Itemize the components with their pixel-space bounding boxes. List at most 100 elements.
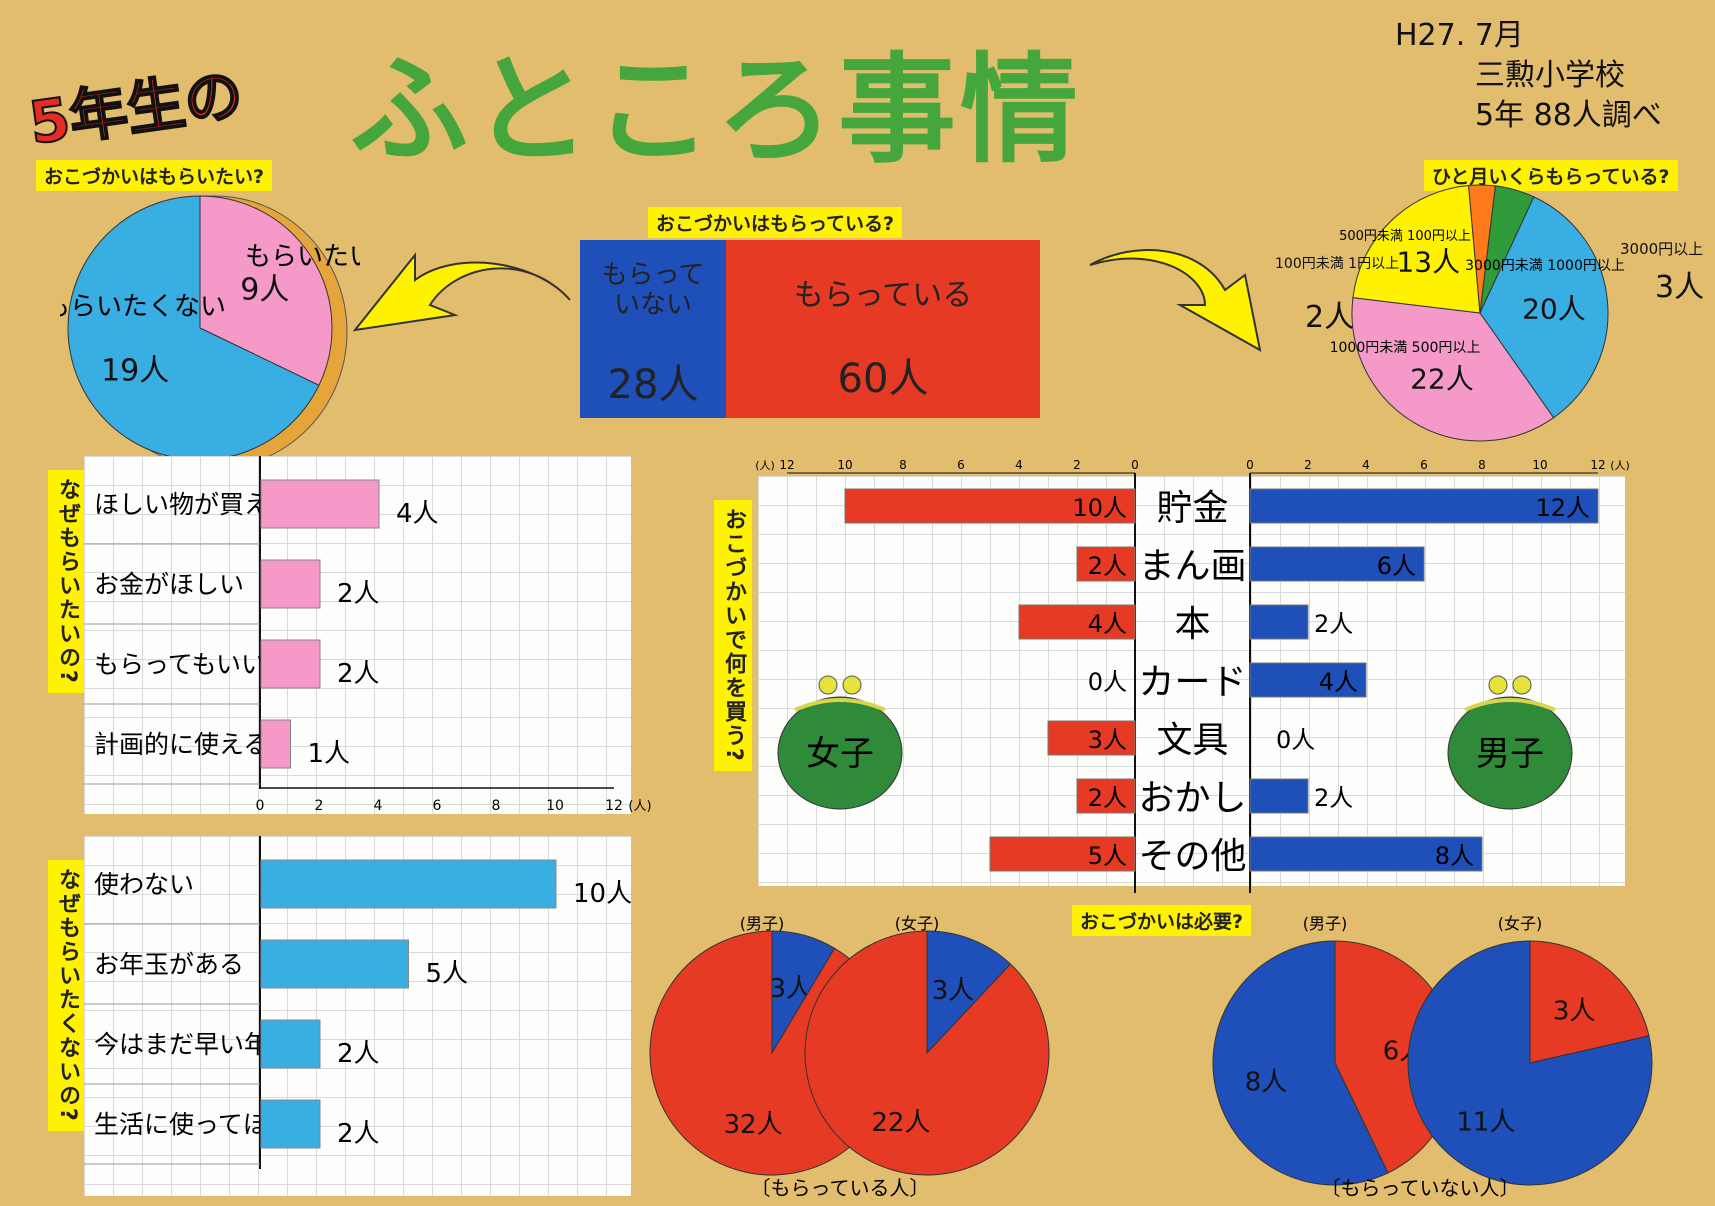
need-not-receiving-slice: [1212, 940, 1389, 1186]
why-want-bar: [260, 479, 380, 529]
need-receiving-slice: [926, 930, 1012, 1055]
why-not-category-label: 使わない: [94, 870, 194, 899]
why-not-value-label: 10人: [573, 879, 632, 909]
spend-category-label: 貯金: [1156, 488, 1228, 529]
spend-left-tick-label: 12: [779, 458, 794, 472]
amount-pie-chart: 20人 22人 13人 3000円未満 1000円以上 1000円未満 500円以上 50…: [1330, 184, 1625, 442]
need-receiving-value-label: 3人: [932, 976, 975, 1006]
why-want-bar: [260, 559, 321, 609]
amount-1000-lt-name: 1000円未満 500円以上: [1330, 340, 1481, 356]
spend-left-tick-label: 10: [837, 458, 852, 472]
amount-slice: [1479, 196, 1609, 419]
why-not-bar: [260, 1019, 321, 1069]
spend-category-label: カード: [1138, 662, 1246, 703]
spend-boys-bar: [1249, 836, 1483, 872]
why-want-tick-label: 10: [546, 798, 564, 814]
spend-boys-value-label: 2人: [1314, 784, 1353, 812]
amount-value-label: 20人: [1522, 292, 1586, 325]
spend-boys-bar: [1249, 778, 1309, 814]
bar-receiving: もらっている 60人: [726, 240, 1040, 418]
spend-boys-value-label: 4人: [1319, 668, 1358, 696]
boys-legend-label: 男子: [1476, 734, 1544, 774]
bar-not-receiving: もらって いない 28人: [580, 240, 726, 418]
spend-girls-value-label: 0人: [1088, 668, 1127, 696]
spend-right-tick-label: 0: [1246, 458, 1254, 472]
spend-boys-value-label: 6人: [1377, 552, 1416, 580]
spend-right-tick-label: 8: [1478, 458, 1486, 472]
spend-left-tick-label: 8: [899, 458, 907, 472]
spend-girls-value-label: 4人: [1088, 610, 1127, 638]
why-not-value-label: 2人: [337, 1119, 380, 1149]
amount-value-label: 13人: [1396, 246, 1460, 279]
spend-girls-bar: [1018, 604, 1136, 640]
spend-girls-value-label: 2人: [1088, 784, 1127, 812]
need-group-caption: 〔もらっていない人〕: [1321, 1176, 1520, 1200]
spend-boys-value-label: 0人: [1276, 726, 1315, 754]
not-want-slice-name: もらいたくない: [60, 292, 226, 322]
amount-lt100-label: 100円未満 1円以上: [1275, 256, 1400, 272]
need-title: おこづかいは必要?: [1072, 905, 1252, 936]
amount-slice: [1351, 297, 1555, 442]
need-pie-name: (女子): [895, 914, 940, 933]
not-receiving-label: もらって いない: [601, 260, 705, 320]
want-pie-chart: 9人 19人 もらいたいもらいたくない: [60, 195, 360, 469]
want-slice: [199, 195, 333, 386]
why-want-category-label: ほしい物が買える: [94, 490, 293, 519]
subtitle: 5年生の: [24, 59, 248, 158]
survey-count: 5年 88人調べ: [1475, 98, 1662, 133]
girls-purse-frame-icon: [794, 698, 886, 712]
need-not-receiving-value-label: 8人: [1245, 1068, 1288, 1098]
spend-boys-bar: [1249, 488, 1599, 524]
want-slice-name: もらいたい: [245, 242, 360, 272]
why-want-value-label: 2人: [337, 659, 380, 689]
boys-purse-clasp-icon: [1512, 675, 1532, 695]
spend-left-tick-label: 4: [1015, 458, 1023, 472]
need-group-caption: 〔もらっている人〕: [751, 1176, 930, 1200]
page-title: ふところ事情: [350, 41, 1083, 179]
spend-girls-bar: [989, 836, 1136, 872]
need-not-receiving-value-label: 3人: [1553, 997, 1596, 1027]
need-not-receiving-slice: [1407, 940, 1653, 1186]
girls-purse-clasp-icon: [842, 675, 862, 695]
spend-girls-bar: [844, 488, 1136, 524]
need-not-receiving-slice: [1529, 940, 1650, 1064]
why-want-tick-label: 8: [492, 798, 501, 814]
spend-boys-value-label: 8人: [1435, 842, 1474, 870]
spend-category-label: 本: [1174, 604, 1210, 645]
spend-category-label: 文具: [1156, 720, 1228, 761]
amount-slice: [1352, 184, 1481, 314]
why-want-tick-label: 0: [256, 798, 265, 814]
spend-left-tick-label: 0: [1131, 458, 1139, 472]
why-not-bar: [260, 1099, 321, 1149]
spend-panel: [758, 476, 1625, 886]
arrow-left: [352, 252, 571, 332]
why-want-value-label: 4人: [396, 499, 439, 529]
why-not-bar: [260, 939, 409, 989]
arrow-right: [1089, 249, 1262, 352]
girls-legend-label: 女子: [806, 734, 874, 774]
spend-left-tick-label: 6: [957, 458, 965, 472]
amount-slice: [1468, 184, 1496, 314]
amount-value-label: 22人: [1410, 363, 1474, 396]
receive-title: おこづかいはもらっている?: [648, 207, 903, 238]
amount-3000-label: 3000円以上: [1620, 240, 1704, 258]
why-want-bar: [260, 639, 321, 689]
spend-girls-value-label: 10人: [1072, 494, 1127, 522]
want-slice: [67, 195, 320, 461]
need-pie-charts: 3人32人(男子)3人22人(女子)〔もらっている人〕6人8人(男子)3人11人…: [649, 914, 1653, 1200]
spend-category-label: まん画: [1138, 546, 1246, 587]
spend-right-unit-label: (人): [1610, 459, 1630, 472]
spend-right-tick-label: 10: [1532, 458, 1547, 472]
spend-left-tick-label: 2: [1073, 458, 1081, 472]
spend-right-tick-label: 2: [1304, 458, 1312, 472]
why-not-value-label: 5人: [426, 959, 469, 989]
need-receiving-value-label: 32人: [724, 1110, 783, 1140]
why-want-tick-label: 6: [433, 798, 442, 814]
why-want-value-label: 2人: [337, 579, 380, 609]
boys-purse-clasp-icon: [1488, 675, 1508, 695]
spend-category-label: おかし: [1138, 778, 1246, 819]
survey-school: 三勲小学校: [1475, 58, 1625, 93]
